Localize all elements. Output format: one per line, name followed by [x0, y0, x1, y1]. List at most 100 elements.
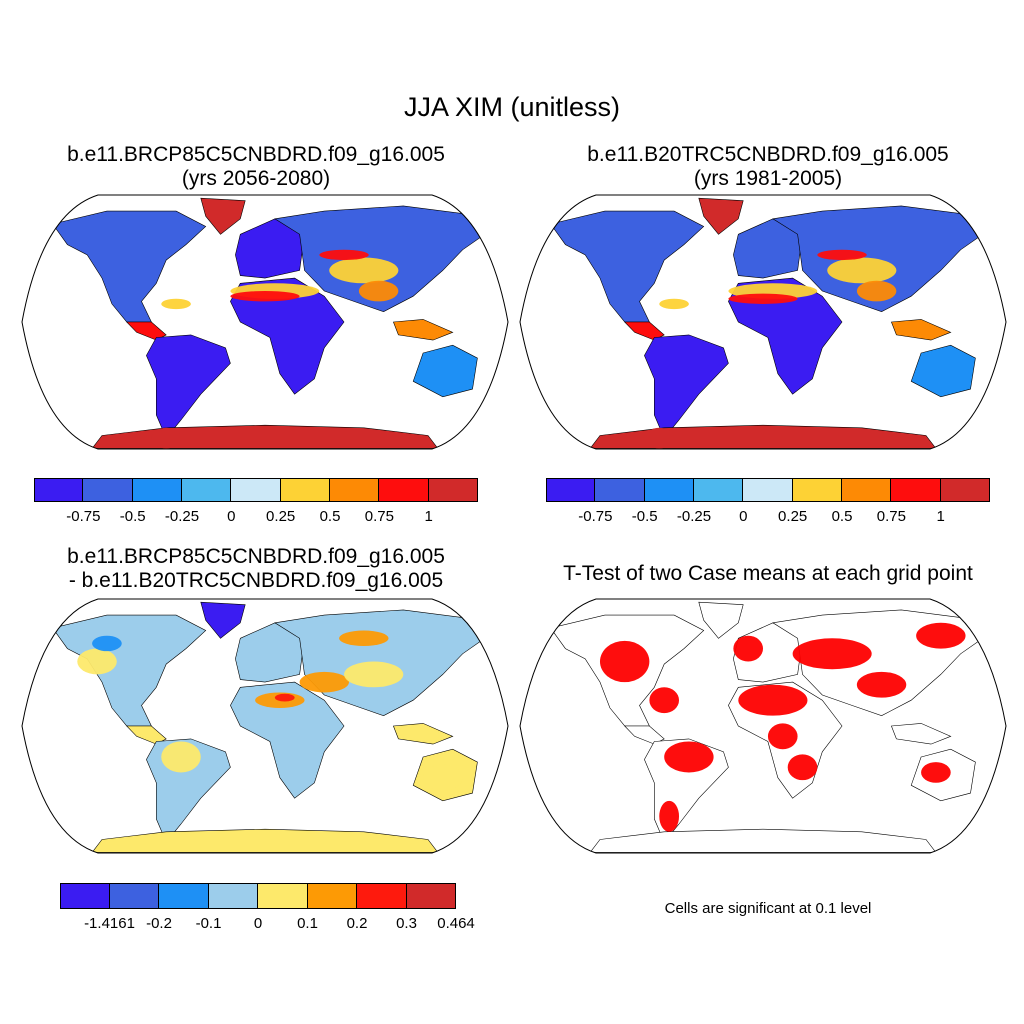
- panel-title-line1: b.e11.BRCP85C5CNBDRD.f09_g16.005: [67, 545, 445, 568]
- colorbar-box: [406, 883, 456, 909]
- colorbar-box: [743, 478, 793, 502]
- colorbar-tick-label: -0.25: [164, 508, 200, 525]
- colorbar-tick-label: 0: [739, 508, 748, 525]
- field-patch: [767, 723, 798, 750]
- panel-title-line2: (yrs 1981-2005): [693, 167, 843, 190]
- field-patch: [733, 635, 763, 662]
- figure-title: JJA XIM (unitless): [403, 92, 621, 122]
- field-patch: [644, 427, 675, 449]
- continent-asia: [274, 205, 493, 313]
- map-frame: [519, 598, 1007, 854]
- field-patch: [659, 800, 680, 832]
- colorbar-tick-label: -0.5: [631, 508, 658, 525]
- continent-namerica: [52, 210, 207, 323]
- field-patch: [916, 622, 966, 649]
- continent-indonesia: [392, 319, 454, 341]
- panel-title-line1: b.e11.B20TRC5CNBDRD.f09_g16.005: [587, 143, 949, 166]
- map-ttest: [519, 598, 1007, 854]
- field-patch: [787, 754, 818, 781]
- map-20tr: [519, 194, 1007, 450]
- map-frame: [21, 598, 509, 854]
- colorbar-box: [842, 478, 892, 502]
- colorbar-box: [83, 478, 133, 502]
- continent-samerica: [146, 334, 231, 439]
- colorbar-box: [258, 883, 308, 909]
- map-frame: [21, 194, 509, 450]
- field-patch: [649, 687, 680, 714]
- field-patch: [792, 638, 872, 670]
- colorbar-tick-label: 0.464: [437, 915, 475, 932]
- map-land-layer: [52, 601, 493, 853]
- continent-indonesia: [890, 319, 952, 341]
- colorbar-tick-label: -0.75: [578, 508, 613, 525]
- colorbar-box: [330, 478, 380, 502]
- field-patch: [151, 427, 182, 449]
- panel-title-line2: - b.e11.B20TRC5CNBDRD.f09_g16.005: [68, 569, 444, 592]
- colorbar-tick-label: -1.4161: [84, 915, 135, 932]
- colorbar-box: [694, 478, 744, 502]
- field-patch: [664, 741, 714, 773]
- colorbar-box: [428, 478, 478, 502]
- continent-africa: [230, 681, 345, 799]
- map-land-layer: [550, 601, 991, 853]
- colorbar-tick-label: -0.25: [676, 508, 712, 525]
- colorbar-tick-label: -0.1: [195, 915, 222, 932]
- colorbar-box: [891, 478, 941, 502]
- continent-antarctica: [91, 424, 439, 449]
- colorbar-tick-label: 0.5: [831, 508, 853, 525]
- colorbar-tick-label: 0.1: [297, 915, 318, 932]
- continent-antarctica: [589, 424, 937, 449]
- colorbar-box: [109, 883, 159, 909]
- field-patch: [77, 648, 117, 675]
- colorbar-box: [231, 478, 281, 502]
- colorbar-tick-label: -0.5: [119, 508, 146, 525]
- colorbar-tick-label: 0.75: [876, 508, 906, 525]
- field-patch: [339, 630, 389, 647]
- map-land-layer: [550, 197, 991, 449]
- colorbar-tick-label: 0.75: [364, 508, 394, 525]
- continent-antarctica: [589, 828, 937, 853]
- colorbar-box: [595, 478, 645, 502]
- panel-title-line2: (yrs 2056-2080): [181, 167, 331, 190]
- field-patch: [659, 298, 689, 310]
- field-patch: [856, 280, 897, 302]
- map-difference: [21, 598, 509, 854]
- panel-title-line1: b.e11.BRCP85C5CNBDRD.f09_g16.005: [67, 143, 445, 166]
- continent-australia: [412, 344, 478, 398]
- continent-africa: [230, 277, 345, 395]
- field-patch: [921, 762, 951, 783]
- colorbar-box: [357, 883, 407, 909]
- panel-title-ttest: T-Test of two Case means at each grid po…: [512, 562, 1024, 586]
- field-patch: [599, 640, 650, 683]
- field-patch: [738, 684, 808, 716]
- colorbar-tick-label: 0.2: [346, 915, 368, 932]
- continent-namerica: [52, 614, 207, 727]
- panel-title-20tr: b.e11.B20TRC5CNBDRD.f09_g16.005 (yrs 198…: [512, 143, 1024, 191]
- field-patch: [344, 661, 404, 688]
- colorbar-box: [182, 478, 232, 502]
- colorbar-tick-label: 1: [424, 508, 433, 525]
- colorbar-box: [546, 478, 596, 502]
- colorbar-box: [34, 478, 84, 502]
- continent-greenland: [200, 197, 246, 235]
- panel-title-rcp85: b.e11.BRCP85C5CNBDRD.f09_g16.005 (yrs 20…: [0, 143, 512, 191]
- continent-samerica: [644, 334, 729, 439]
- field-patch: [299, 671, 349, 693]
- colorbar-tick-label: 0.25: [266, 508, 296, 525]
- significance-note: Cells are significant at 0.1 level: [664, 900, 872, 917]
- field-patch: [329, 257, 399, 284]
- continent-australia: [910, 344, 976, 398]
- field-patch: [274, 693, 295, 702]
- field-patch: [92, 635, 122, 652]
- field-patch: [817, 249, 867, 261]
- colorbar-tick-label: 0: [227, 508, 236, 525]
- colorbar-box: [644, 478, 694, 502]
- field-patch: [319, 249, 369, 261]
- colorbar-box: [280, 478, 330, 502]
- continent-antarctica: [91, 828, 439, 853]
- continent-asia: [772, 205, 991, 313]
- colorbar-tick-label: 0.5: [319, 508, 341, 525]
- colorbar-box: [940, 478, 990, 502]
- field-patch: [827, 257, 897, 284]
- colorbar-box: [307, 883, 357, 909]
